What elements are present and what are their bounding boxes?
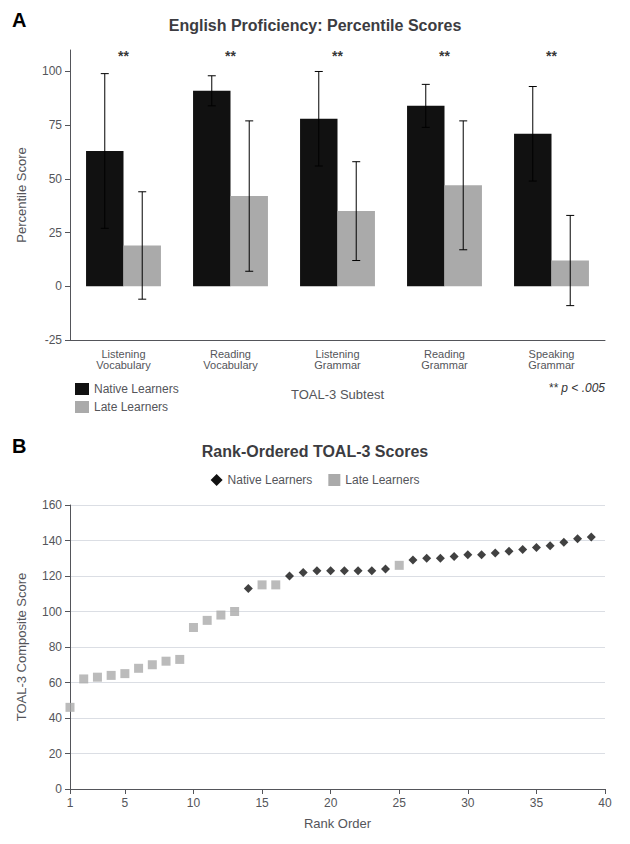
svg-text:20: 20	[49, 747, 63, 761]
svg-text:100: 100	[42, 605, 62, 619]
svg-text:75: 75	[49, 118, 63, 132]
svg-text:-25: -25	[45, 333, 63, 347]
svg-text:10: 10	[187, 796, 201, 810]
svg-text:50: 50	[49, 172, 63, 186]
svg-text:Listening: Listening	[101, 347, 146, 360]
svg-text:5: 5	[122, 796, 129, 810]
svg-text:30: 30	[461, 796, 475, 810]
svg-text:Native Learners: Native Learners	[94, 382, 179, 396]
svg-text:80: 80	[49, 640, 63, 654]
svg-text:Rank Order: Rank Order	[304, 816, 372, 831]
svg-text:0: 0	[55, 279, 62, 293]
svg-text:Late Learners: Late Learners	[94, 400, 168, 414]
svg-text:160: 160	[42, 498, 62, 512]
svg-text:Listening: Listening	[315, 347, 360, 360]
svg-text:Grammar: Grammar	[314, 359, 361, 371]
svg-text:Reading: Reading	[424, 347, 465, 360]
svg-text:Vocabulary: Vocabulary	[203, 359, 258, 371]
svg-text:20: 20	[324, 796, 338, 810]
svg-text:40: 40	[49, 711, 63, 725]
svg-text:TOAL-3 Composite Score: TOAL-3 Composite Score	[14, 573, 29, 722]
svg-text:25: 25	[49, 226, 63, 240]
svg-text:120: 120	[42, 569, 62, 583]
svg-text:Speaking: Speaking	[528, 347, 575, 360]
svg-text:100: 100	[42, 64, 62, 78]
svg-text:Grammar: Grammar	[421, 359, 468, 371]
svg-text:TOAL-3 Subtest: TOAL-3 Subtest	[291, 387, 384, 402]
svg-text:40: 40	[598, 796, 612, 810]
svg-text:Percentile Score: Percentile Score	[14, 147, 29, 242]
svg-text:English Proficiency: Percentil: English Proficiency: Percentile Scores	[169, 17, 462, 34]
svg-text:A: A	[12, 9, 26, 31]
svg-text:**: **	[118, 48, 129, 64]
svg-text:Rank-Ordered TOAL-3 Scores: Rank-Ordered TOAL-3 Scores	[202, 443, 429, 460]
svg-text:15: 15	[255, 796, 269, 810]
svg-text:Native Learners: Native Learners	[228, 473, 313, 487]
svg-text:**: **	[225, 48, 236, 64]
svg-text:25: 25	[393, 796, 407, 810]
svg-text:**: **	[546, 48, 557, 64]
svg-text:35: 35	[530, 796, 544, 810]
svg-text:60: 60	[49, 676, 63, 690]
svg-text:140: 140	[42, 534, 62, 548]
svg-text:0: 0	[55, 782, 62, 796]
svg-text:**: **	[439, 48, 450, 64]
svg-text:Late Learners: Late Learners	[345, 473, 419, 487]
svg-text:** p < .005: ** p < .005	[549, 381, 606, 395]
svg-text:1: 1	[67, 796, 74, 810]
svg-text:**: **	[332, 48, 343, 64]
svg-text:B: B	[12, 435, 26, 457]
svg-text:Vocabulary: Vocabulary	[96, 359, 151, 371]
svg-text:Reading: Reading	[210, 347, 251, 360]
svg-text:Grammar: Grammar	[528, 359, 575, 371]
